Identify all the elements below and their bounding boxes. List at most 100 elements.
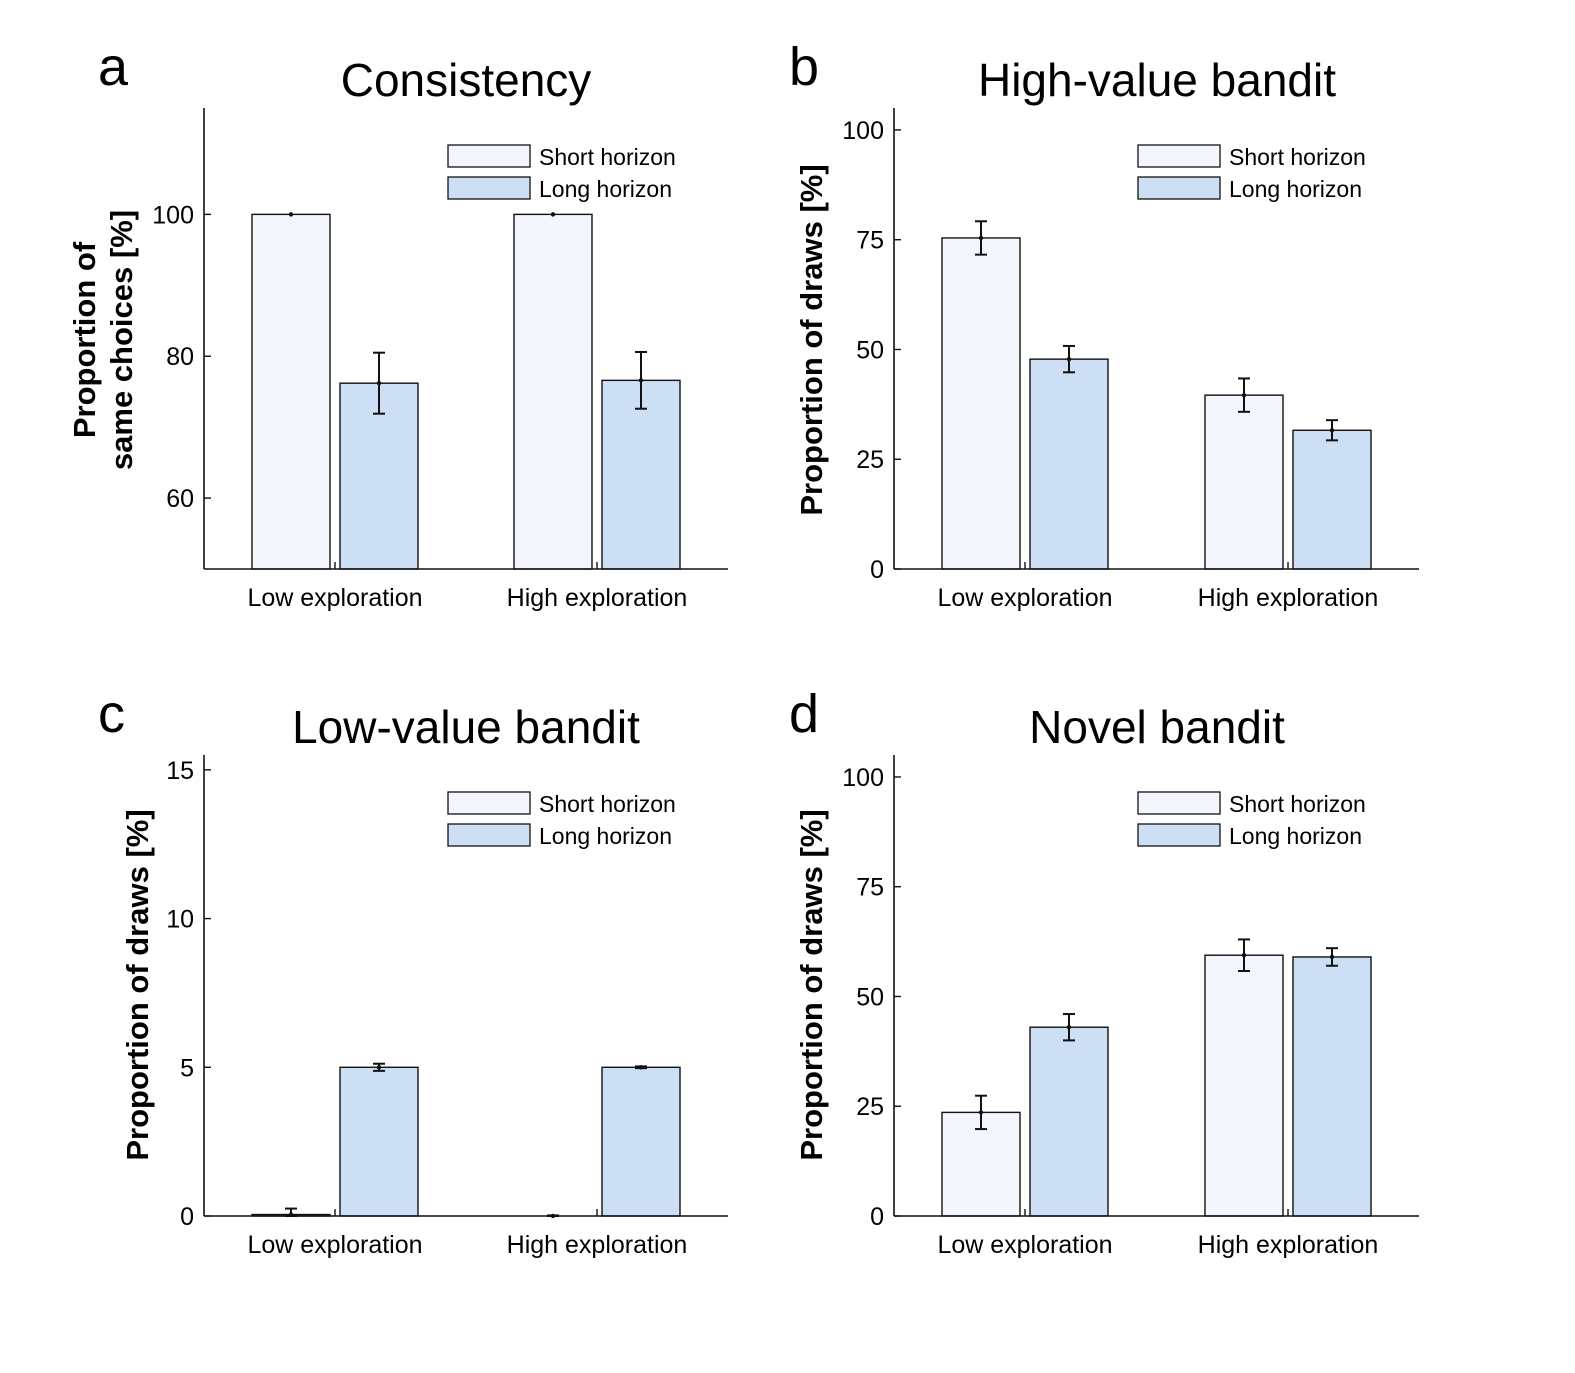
legend-swatch <box>447 791 531 815</box>
x-tick-label: High exploration <box>1198 584 1379 612</box>
error-bar <box>635 1065 647 1070</box>
bar-short-low <box>941 237 1021 570</box>
legend-swatch <box>1137 791 1221 815</box>
y-tick-label: 25 <box>856 446 884 474</box>
mean-marker <box>978 235 984 241</box>
y-axis-label: Proportion of draws [%] <box>794 164 829 515</box>
legend-swatch <box>447 144 531 168</box>
y-axis-label: Proportion of draws [%] <box>794 809 829 1160</box>
error-bar <box>1238 377 1250 413</box>
y-tick-label: 15 <box>166 757 194 785</box>
legend: Short horizon Long horizon <box>447 144 676 202</box>
x-tick-label: High exploration <box>507 584 688 612</box>
error-bar <box>373 351 385 415</box>
mean-marker <box>1329 428 1335 433</box>
legend-label: Long horizon <box>539 823 672 849</box>
y-tick-label: 80 <box>166 343 194 371</box>
panel-a: a Consistency Proportion of same choices [%… <box>67 37 728 612</box>
x-tick-label: Low exploration <box>937 1231 1112 1259</box>
y-tick-label: 0 <box>870 1203 884 1231</box>
bar-long-low <box>1029 358 1109 570</box>
panel-d: d Novel bandit Proportion of draws [%] 0 25 5… <box>789 684 1419 1259</box>
panel-letter: d <box>789 684 819 744</box>
y-tick-label: 75 <box>856 227 884 255</box>
mean-marker <box>638 1065 644 1070</box>
legend-label: Short horizon <box>539 144 676 170</box>
error-bar <box>1063 344 1075 374</box>
legend-swatch <box>1137 144 1221 168</box>
error-bar <box>1238 938 1250 973</box>
chart-title: Consistency <box>341 54 592 106</box>
y-tick-label: 10 <box>166 906 194 934</box>
panel-letter: b <box>789 37 819 97</box>
y-tick-label: 100 <box>842 764 884 792</box>
error-bar <box>1326 947 1338 967</box>
x-tick-label: Low exploration <box>247 1231 422 1259</box>
mean-marker <box>1329 954 1335 960</box>
y-axis-label: Proportion of draws [%] <box>120 809 155 1160</box>
y-tick-label: 5 <box>180 1054 194 1082</box>
y-axis-label: same choices [%] <box>104 210 139 470</box>
bar-long-low <box>1029 1026 1109 1217</box>
error-bar <box>1063 1013 1075 1042</box>
chart-title: Low-value bandit <box>292 701 640 753</box>
y-axis-label: Proportion of <box>67 241 102 438</box>
y-tick-label: 100 <box>152 201 194 229</box>
x-tick-label: High exploration <box>1198 1231 1379 1259</box>
legend: Short horizon Long horizon <box>1137 144 1366 202</box>
mean-marker <box>288 212 294 217</box>
chart-title: High-value bandit <box>978 54 1336 106</box>
error-bar <box>635 350 647 410</box>
error-bar <box>975 220 987 256</box>
mean-marker <box>376 380 382 386</box>
panel-b: b High-value bandit Proportion of draws [%… <box>789 37 1419 612</box>
bar-short-high <box>513 213 593 570</box>
mean-marker <box>376 1065 382 1070</box>
legend-label: Short horizon <box>1229 791 1366 817</box>
legend: Short horizon Long horizon <box>447 791 676 849</box>
legend-swatch <box>447 176 531 200</box>
bar-long-high <box>1292 429 1372 570</box>
mean-marker <box>638 378 644 383</box>
bar-long-high <box>601 1066 681 1217</box>
bar-short-low <box>251 213 331 570</box>
error-bar <box>1326 419 1338 442</box>
legend-label: Long horizon <box>1229 823 1362 849</box>
x-tick-label: Low exploration <box>247 584 422 612</box>
legend-label: Long horizon <box>1229 176 1362 202</box>
legend-label: Long horizon <box>539 176 672 202</box>
y-tick-label: 100 <box>842 117 884 145</box>
panel-c: c Low-value bandit Proportion of draws [%]… <box>98 684 728 1259</box>
mean-marker <box>1241 953 1247 958</box>
mean-marker <box>1066 1025 1072 1030</box>
panel-letter: a <box>98 37 129 97</box>
bar-short-high <box>1204 394 1284 570</box>
legend-swatch <box>1137 176 1221 200</box>
panel-letter: c <box>98 684 125 744</box>
error-bar <box>975 1094 987 1131</box>
error-bar <box>550 212 556 217</box>
legend-swatch <box>447 823 531 847</box>
bar-short-high <box>1204 954 1284 1217</box>
y-tick-label: 50 <box>856 983 884 1011</box>
error-bar <box>288 212 294 217</box>
y-tick-label: 0 <box>180 1203 194 1231</box>
y-tick-label: 75 <box>856 874 884 902</box>
y-tick-label: 50 <box>856 336 884 364</box>
x-tick-label: Low exploration <box>937 584 1112 612</box>
mean-marker <box>978 1110 984 1115</box>
legend: Short horizon Long horizon <box>1137 791 1366 849</box>
mean-marker <box>1241 392 1247 398</box>
chart-title: Novel bandit <box>1029 701 1285 753</box>
error-bar <box>373 1062 385 1072</box>
y-tick-label: 25 <box>856 1093 884 1121</box>
mean-marker <box>550 212 556 217</box>
bar-long-high <box>601 379 681 570</box>
bar-long-high <box>1292 956 1372 1217</box>
y-tick-label: 60 <box>166 485 194 513</box>
legend-label: Short horizon <box>1229 144 1366 170</box>
y-tick-label: 0 <box>870 556 884 584</box>
legend-swatch <box>1137 823 1221 847</box>
mean-marker <box>1066 356 1072 362</box>
